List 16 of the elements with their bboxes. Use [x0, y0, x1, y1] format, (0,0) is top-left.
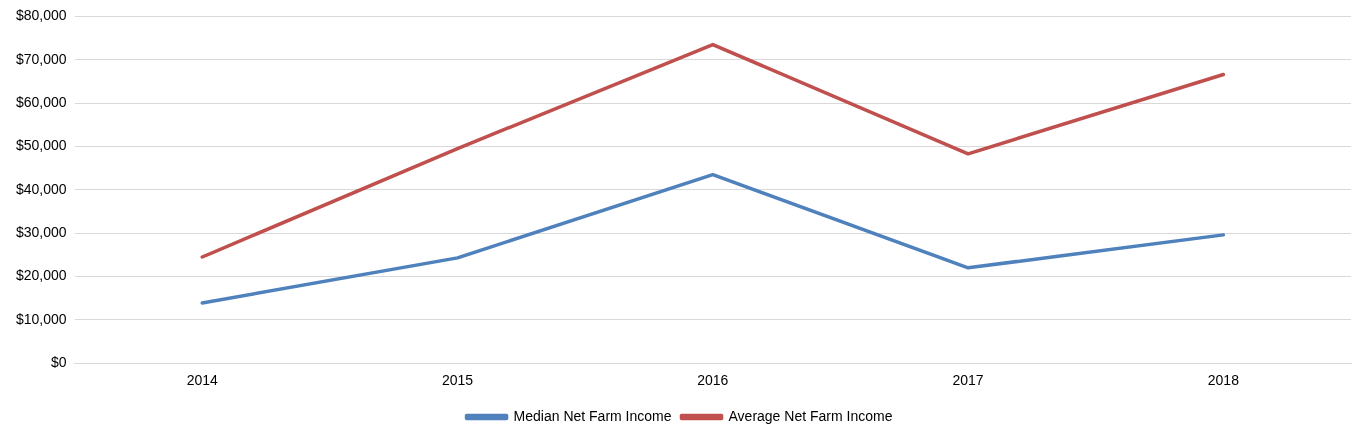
y-tick-label: $0	[51, 354, 67, 371]
x-tick-label: 2015	[441, 372, 474, 389]
y-tick-label: $10,000	[16, 310, 67, 327]
x-tick-label: 2017	[952, 372, 984, 389]
x-tick-label: 2018	[1207, 372, 1240, 389]
x-tick-label: 2014	[186, 372, 219, 389]
y-tick-label: $20,000	[16, 267, 67, 284]
y-tick-label: $80,000	[16, 7, 67, 24]
y-tick-label: $50,000	[16, 137, 67, 154]
y-tick-label: $70,000	[16, 50, 67, 67]
y-tick-label: $30,000	[16, 224, 67, 241]
x-tick-label: 2016	[697, 372, 729, 389]
y-tick-label: $60,000	[16, 93, 67, 110]
legend-label: Average Net Farm Income	[728, 407, 893, 424]
legend-label: Median Net Farm Income	[513, 407, 672, 424]
y-tick-label: $40,000	[16, 180, 67, 197]
